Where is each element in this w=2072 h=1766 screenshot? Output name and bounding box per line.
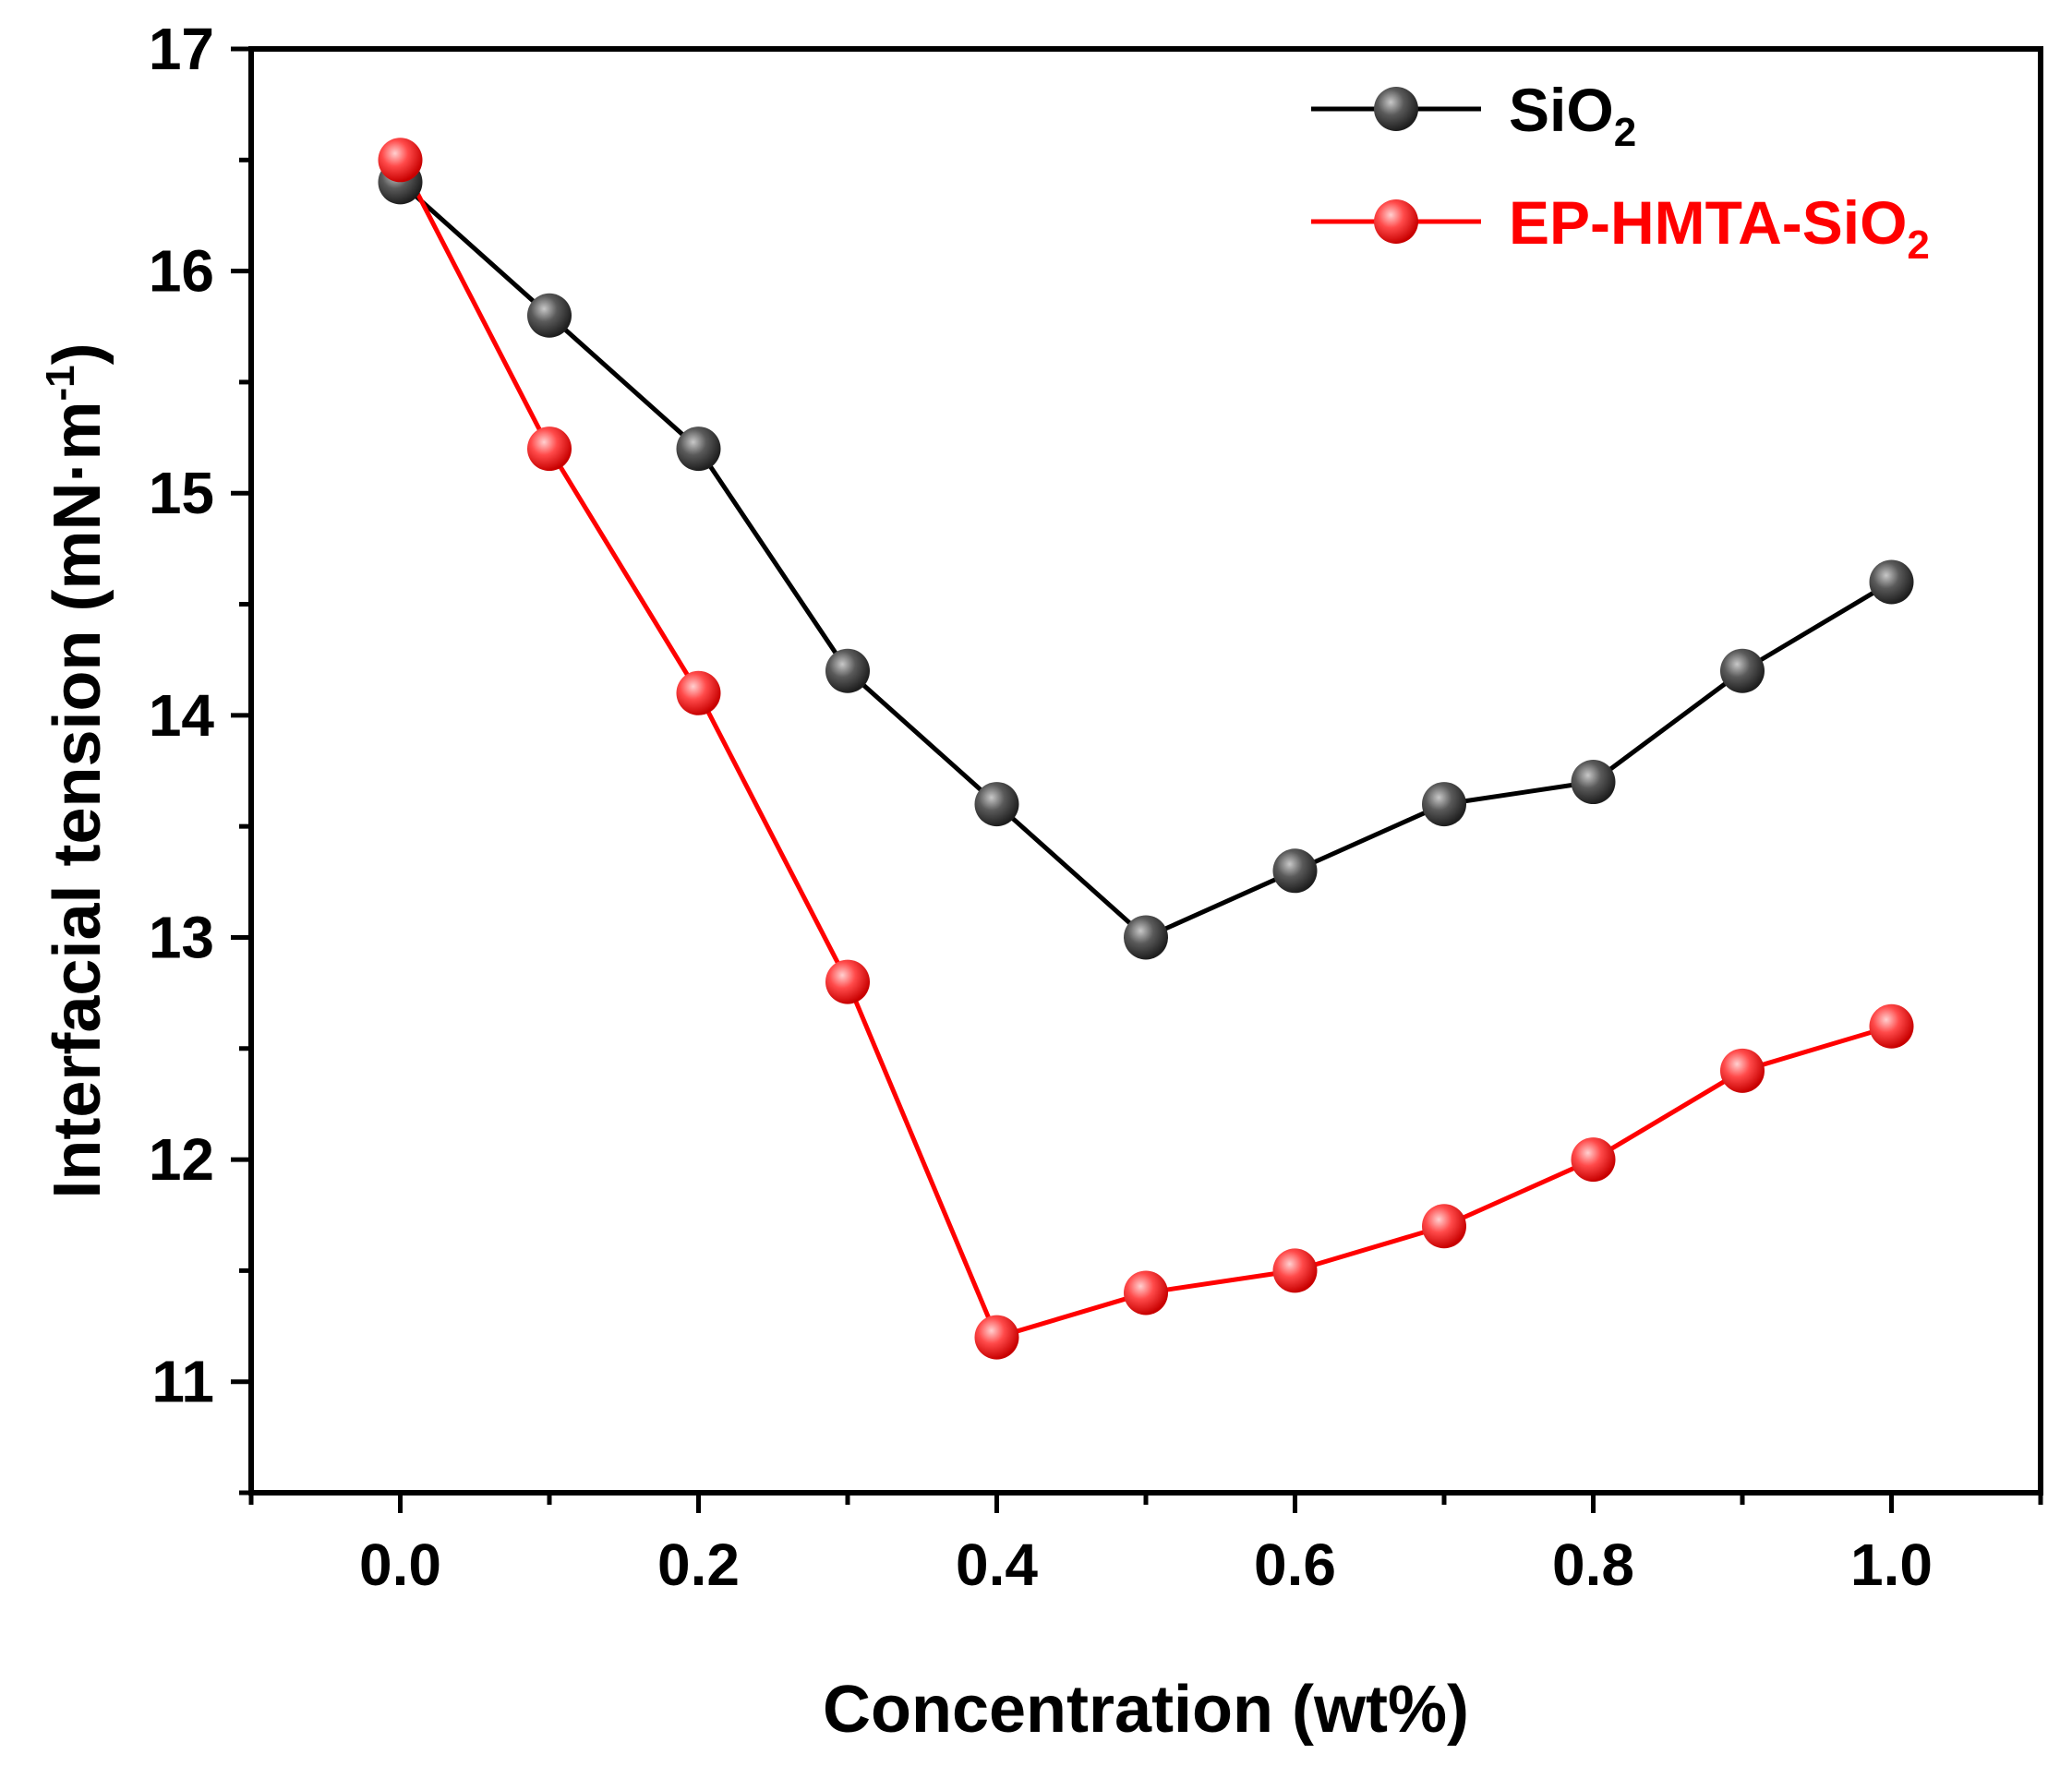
x-axis-title: Concentration (wt%) [823, 1673, 1469, 1747]
legend-item-sio2: SiO2 [1311, 76, 1636, 155]
legend-marker-ep-hmta-sio2 [1374, 199, 1418, 244]
legend-marker-sio2 [1374, 87, 1418, 131]
data-point-sio2 [1869, 559, 1914, 605]
series-line-sio2 [398, 180, 1893, 940]
y-tick-label: 13 [149, 904, 214, 970]
y-axis-title: Interfacial tension (mN·m-1) [38, 342, 114, 1198]
data-point-ep-hmta-sio2 [1571, 1137, 1616, 1183]
y-tick-label: 16 [149, 238, 214, 305]
x-axis-ticks: 0.0 0.2 0.4 0.6 0.8 1.0 [248, 1493, 2043, 1598]
x-tick-label: 1.0 [1850, 1532, 1933, 1598]
x-tick-label: 0.0 [359, 1532, 441, 1598]
data-point-sio2 [825, 648, 870, 693]
data-point-sio2 [1571, 760, 1616, 805]
data-point-ep-hmta-sio2 [378, 138, 423, 183]
x-tick-label: 0.4 [956, 1532, 1038, 1598]
data-point-ep-hmta-sio2 [527, 426, 572, 472]
data-point-ep-hmta-sio2 [974, 1315, 1019, 1360]
x-tick-label: 0.8 [1552, 1532, 1634, 1598]
data-point-sio2 [1124, 915, 1168, 960]
legend: SiO2 EP-HMTA-SiO2 [1311, 76, 1930, 268]
y-axis-title-superscript: -1 [38, 365, 83, 401]
data-point-ep-hmta-sio2 [1869, 1003, 1914, 1049]
x-tick-label: 0.6 [1254, 1532, 1336, 1598]
data-point-sio2 [527, 293, 572, 338]
series-layer [378, 138, 1914, 1360]
data-point-ep-hmta-sio2 [1124, 1270, 1168, 1315]
data-point-sio2 [1272, 848, 1318, 894]
data-point-sio2 [1422, 782, 1466, 827]
data-point-ep-hmta-sio2 [676, 670, 721, 715]
data-point-sio2 [1720, 648, 1765, 693]
y-axis-title-main: Interfacial tension (mN·m [41, 401, 114, 1198]
data-point-ep-hmta-sio2 [1422, 1204, 1466, 1249]
y-axis-ticks: 11 12 13 14 15 16 17 [149, 16, 251, 1496]
data-point-ep-hmta-sio2 [1720, 1048, 1765, 1093]
y-tick-label: 15 [149, 460, 214, 526]
y-tick-label: 11 [151, 1349, 214, 1415]
legend-label-sio2: SiO2 [1509, 76, 1636, 155]
data-point-sio2 [974, 782, 1019, 827]
data-point-ep-hmta-sio2 [825, 959, 870, 1004]
x-tick-label: 0.2 [657, 1532, 740, 1598]
y-tick-label: 12 [149, 1126, 214, 1193]
legend-item-ep-hmta-sio2: EP-HMTA-SiO2 [1311, 188, 1930, 268]
y-axis-title-close: ) [41, 342, 114, 365]
legend-label-ep-hmta-sio2: EP-HMTA-SiO2 [1509, 188, 1930, 268]
series-line-ep-hmta-sio2 [398, 159, 1893, 1340]
y-tick-label: 14 [149, 682, 215, 749]
y-tick-label: 17 [149, 16, 214, 82]
data-point-sio2 [676, 426, 721, 472]
data-point-ep-hmta-sio2 [1272, 1248, 1318, 1293]
